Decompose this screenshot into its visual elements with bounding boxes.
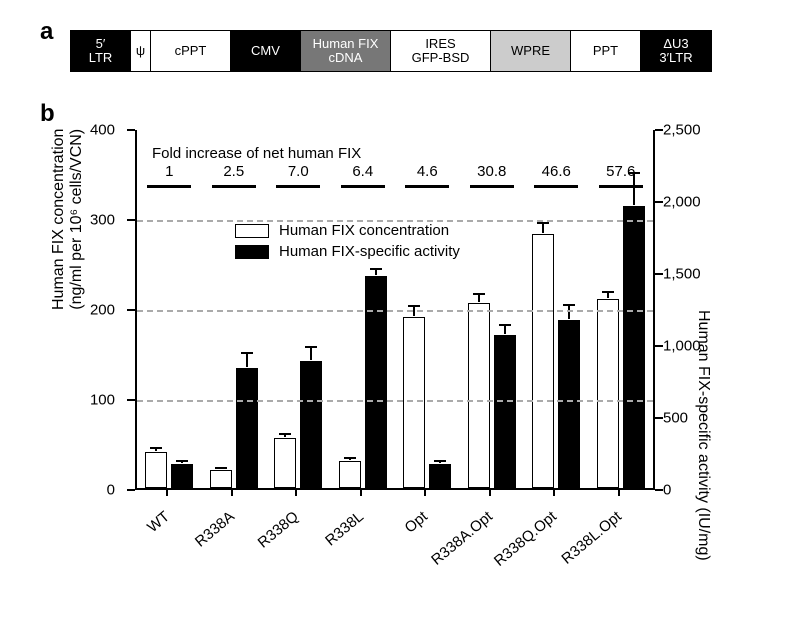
diagram-segment: ψ — [131, 31, 151, 71]
diagram-segment: PPT — [571, 31, 641, 71]
diagram-segment: Human FIXcDNA — [301, 31, 391, 71]
bar-activity — [300, 361, 322, 488]
diagram-segment: cPPT — [151, 31, 231, 71]
bar-activity — [623, 206, 645, 488]
ytick-right: 2,500 — [663, 122, 701, 139]
bar-concentration — [339, 461, 361, 488]
diagram-segment: ΔU33′LTR — [641, 31, 711, 71]
bar-activity — [494, 335, 516, 488]
bar-concentration — [532, 234, 554, 488]
plot-area: Human FIX concentration Human FIX-specif… — [135, 130, 655, 490]
chart: Human FIX concentration (ng/ml per 10⁶ c… — [60, 120, 740, 600]
bar-concentration — [210, 470, 232, 488]
x-tick-label: R338A.Opt — [428, 508, 496, 569]
ytick-right: 1,000 — [663, 338, 701, 355]
bar-concentration — [468, 303, 490, 488]
bar-activity — [236, 368, 258, 488]
ytick-left: 400 — [65, 122, 125, 139]
diagram-segment: 5′LTR — [71, 31, 131, 71]
ytick-left: 300 — [65, 212, 125, 229]
x-tick-label: R338Q.Opt — [491, 508, 560, 570]
bar-concentration — [403, 317, 425, 488]
x-tick-label: Opt — [402, 508, 431, 537]
bar-activity — [558, 320, 580, 488]
bar-concentration — [597, 299, 619, 488]
bar-concentration — [145, 452, 167, 488]
ytick-left: 0 — [65, 482, 125, 499]
ytick-left: 200 — [65, 302, 125, 319]
ytick-right: 1,500 — [663, 266, 701, 283]
ytick-right: 500 — [663, 410, 688, 427]
ytick-right: 0 — [663, 482, 671, 499]
x-tick-label: R338Q — [255, 508, 302, 552]
x-tick-label: R338L — [322, 508, 367, 549]
panel-a-label: a — [40, 18, 53, 46]
ytick-right: 2,000 — [663, 194, 701, 211]
diagram-segment: IRESGFP-BSD — [391, 31, 491, 71]
ytick-left: 100 — [65, 392, 125, 409]
x-tick-label: WT — [144, 508, 173, 536]
diagram-segment: WPRE — [491, 31, 571, 71]
x-tick-label: R338A — [192, 508, 238, 551]
x-tick-label: R338L.Opt — [558, 508, 625, 568]
bar-activity — [429, 464, 451, 488]
panel-b-label: b — [40, 100, 55, 128]
diagram-segment: CMV — [231, 31, 301, 71]
bar-concentration — [274, 438, 296, 488]
construct-diagram: 5′LTRψcPPTCMVHuman FIXcDNAIRESGFP-BSDWPR… — [70, 30, 712, 72]
bar-activity — [171, 464, 193, 488]
bar-activity — [365, 276, 387, 488]
